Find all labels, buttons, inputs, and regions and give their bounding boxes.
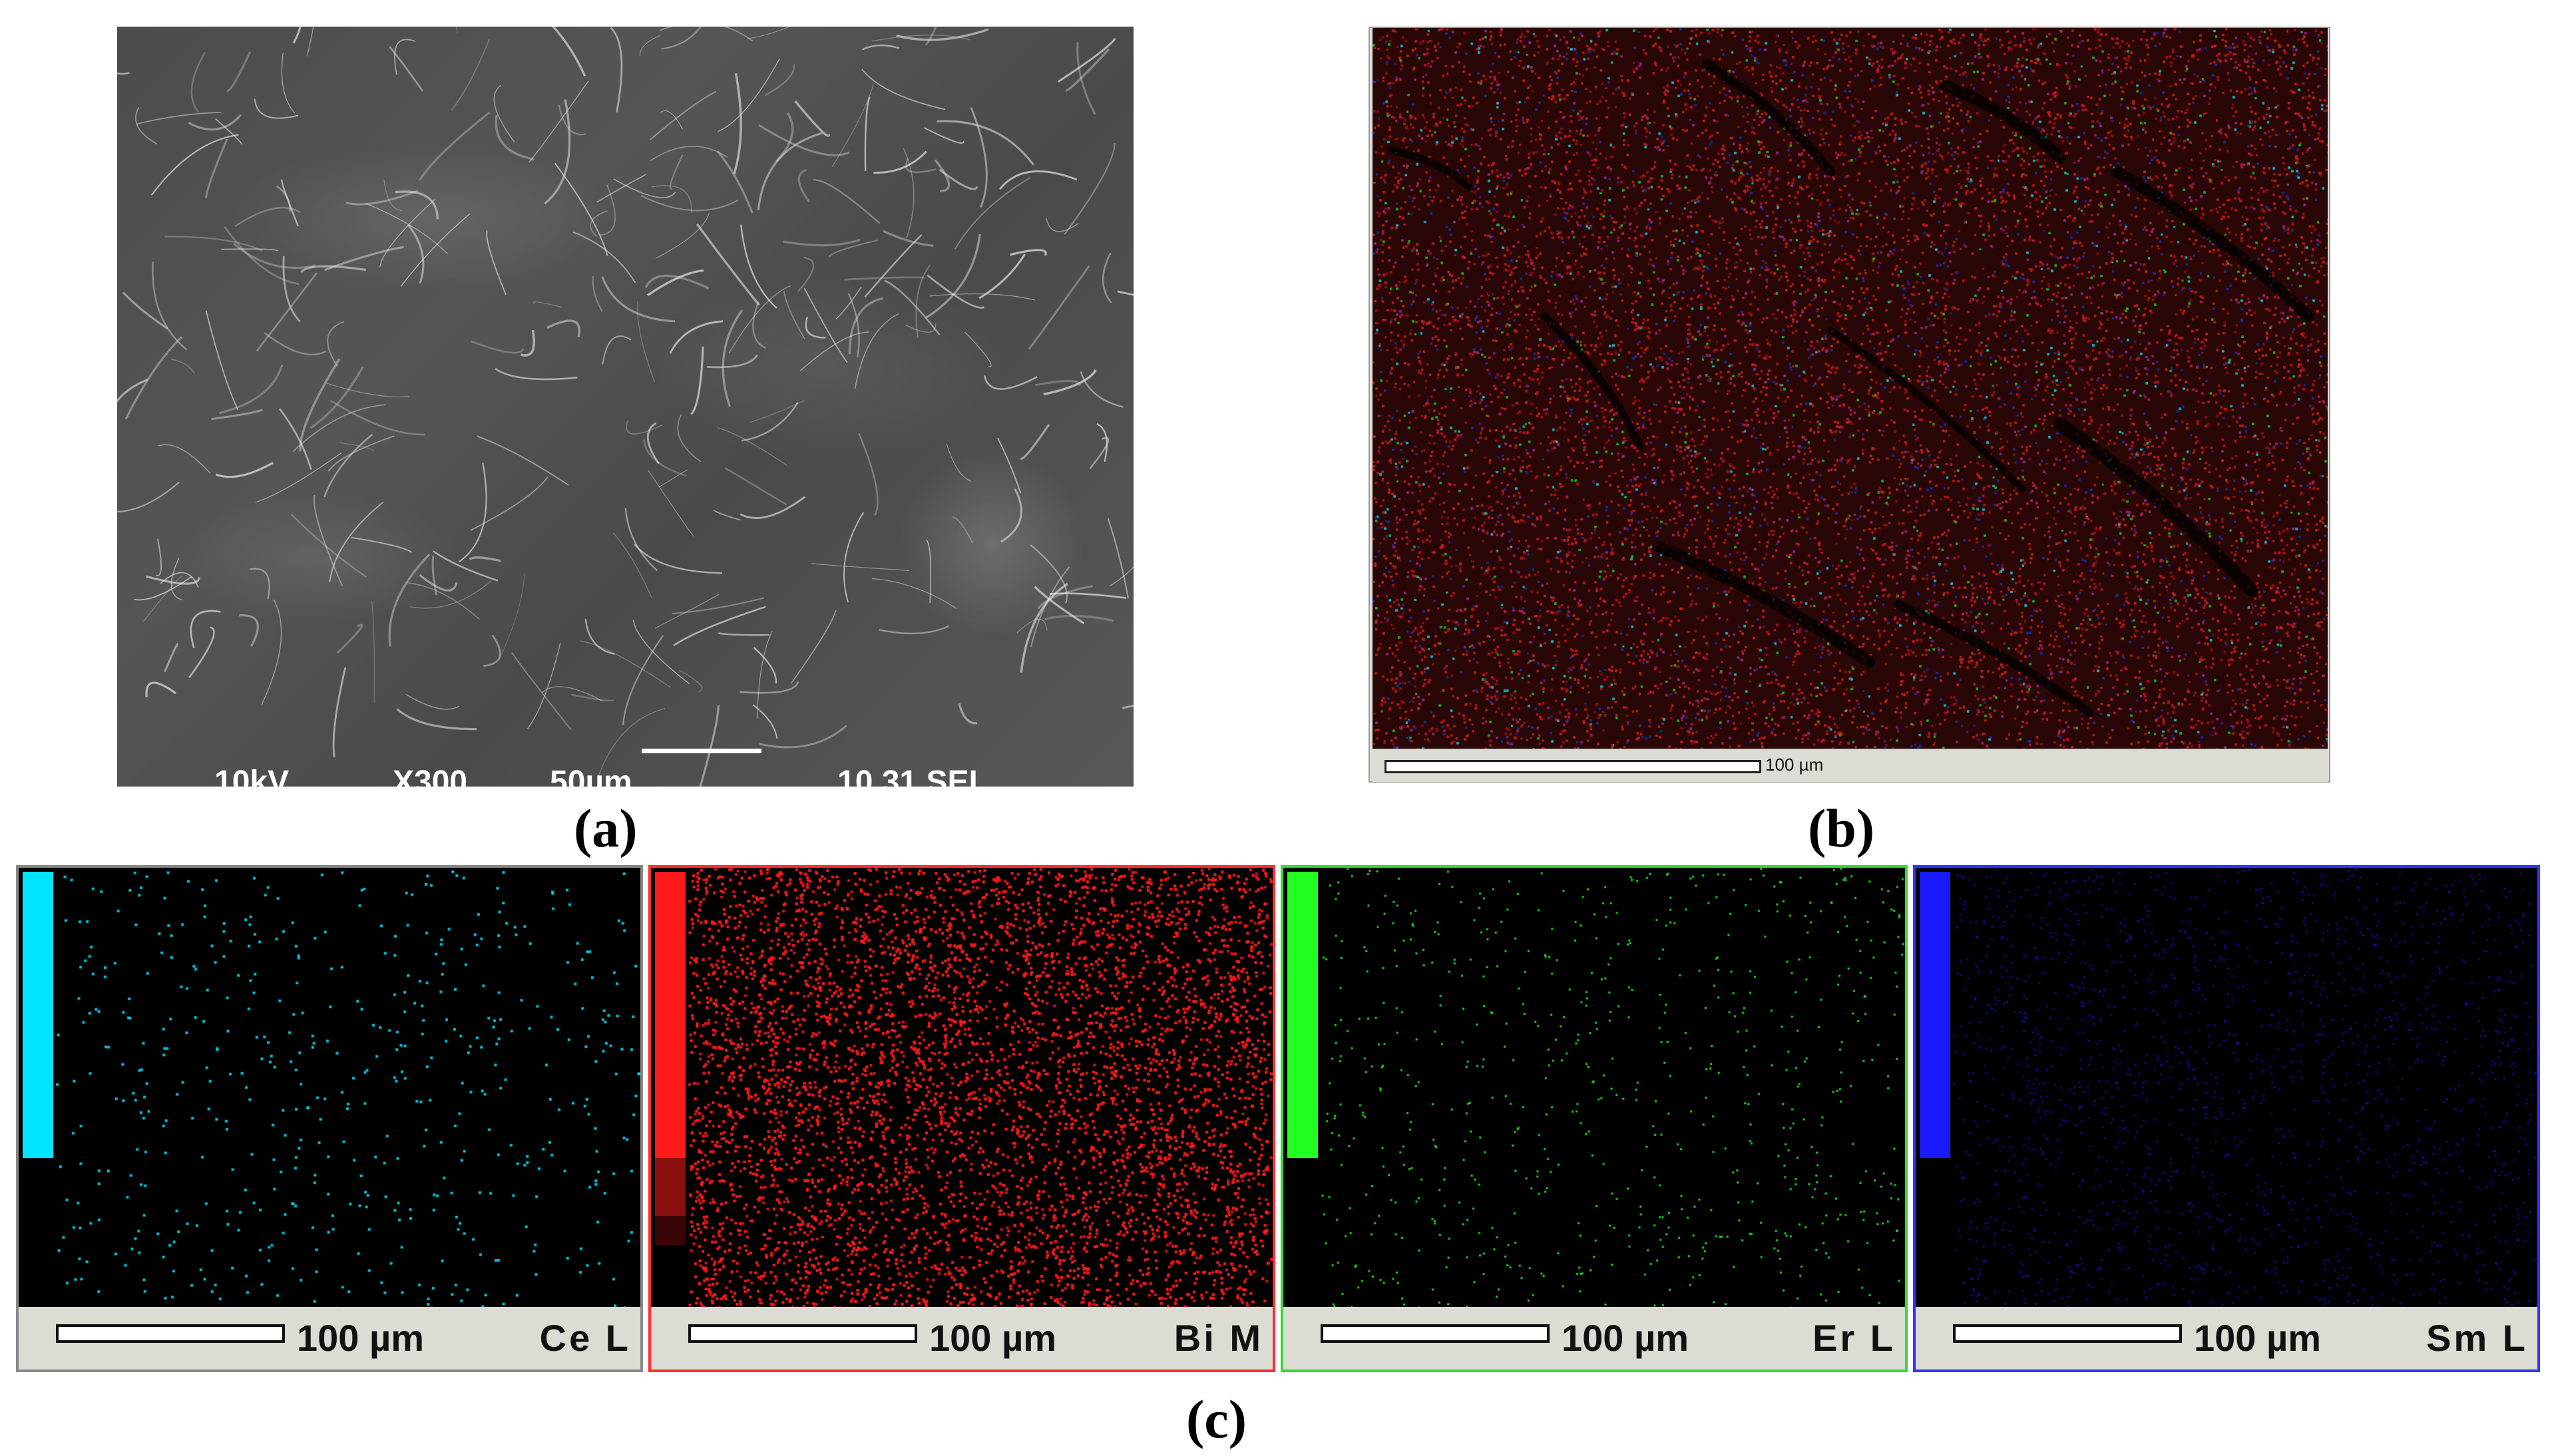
composite-scale-bar <box>1384 760 1761 773</box>
sem-micrograph: 10kV X300 50µm 10 31 SEI <box>117 27 1134 787</box>
element-scale-label: 100 µm <box>2194 1317 2322 1359</box>
panel-label-c: (c) <box>1186 1389 1247 1449</box>
element-name: Sm L <box>2426 1317 2528 1359</box>
element-name: Bi M <box>1173 1317 1263 1359</box>
element-map-sm: 100 µm Sm L <box>1913 865 2540 1372</box>
element-map-dots <box>651 868 1273 1307</box>
element-name: Er L <box>1812 1317 1896 1359</box>
element-map-image <box>19 868 640 1307</box>
element-map-image <box>651 868 1273 1307</box>
intensity-colorbar <box>1920 872 1950 1158</box>
element-map-ce: 100 µm Ce L <box>16 865 643 1372</box>
element-map-er: 100 µm Er L <box>1281 865 1908 1372</box>
element-scale-label: 100 µm <box>929 1317 1057 1359</box>
element-map-image <box>1916 868 2537 1307</box>
sem-scale-label: 50µm <box>550 765 632 787</box>
element-scale-label: 100 µm <box>297 1317 425 1359</box>
element-map-dots <box>1916 868 2537 1307</box>
element-scale-bar <box>56 1324 285 1343</box>
composite-map-image <box>1373 28 2328 749</box>
element-name: Ce L <box>539 1317 631 1359</box>
element-map-footer: 100 µm Sm L <box>1916 1307 2537 1369</box>
element-map-dots <box>19 868 640 1307</box>
composite-scale-label: 100 µm <box>1765 755 1824 775</box>
panel-label-b: (b) <box>1808 798 1875 858</box>
element-map-image <box>1283 868 1905 1307</box>
composite-eds-map: 100 µm <box>1369 27 2330 783</box>
sem-scale-bar <box>642 749 761 753</box>
intensity-colorbar-low <box>1920 1158 1950 1303</box>
element-scale-bar <box>688 1324 917 1343</box>
composite-map-dots <box>1373 28 2328 749</box>
sem-texture <box>117 27 1134 787</box>
sem-voltage: 10kV <box>214 765 290 787</box>
intensity-colorbar-low <box>23 1158 53 1303</box>
composite-map-footer: 100 µm <box>1373 749 2328 782</box>
element-scale-bar <box>1953 1324 2182 1343</box>
element-scale-label: 100 µm <box>1562 1317 1689 1359</box>
panel-label-a: (a) <box>574 798 638 858</box>
element-map-footer: 100 µm Er L <box>1283 1307 1905 1369</box>
intensity-colorbar <box>655 872 686 1158</box>
intensity-colorbar-low <box>655 1158 686 1303</box>
intensity-colorbar <box>23 872 53 1158</box>
element-map-dots <box>1283 868 1905 1307</box>
sem-magnification: X300 <box>393 765 468 787</box>
element-map-footer: 100 µm Bi M <box>651 1307 1273 1369</box>
sem-info: 10 31 SEI <box>837 765 978 787</box>
element-scale-bar <box>1321 1324 1550 1343</box>
intensity-colorbar <box>1287 872 1318 1158</box>
element-map-bi: 100 µm Bi M <box>648 865 1275 1372</box>
element-map-footer: 100 µm Ce L <box>19 1307 640 1369</box>
intensity-colorbar-low <box>1287 1158 1318 1303</box>
